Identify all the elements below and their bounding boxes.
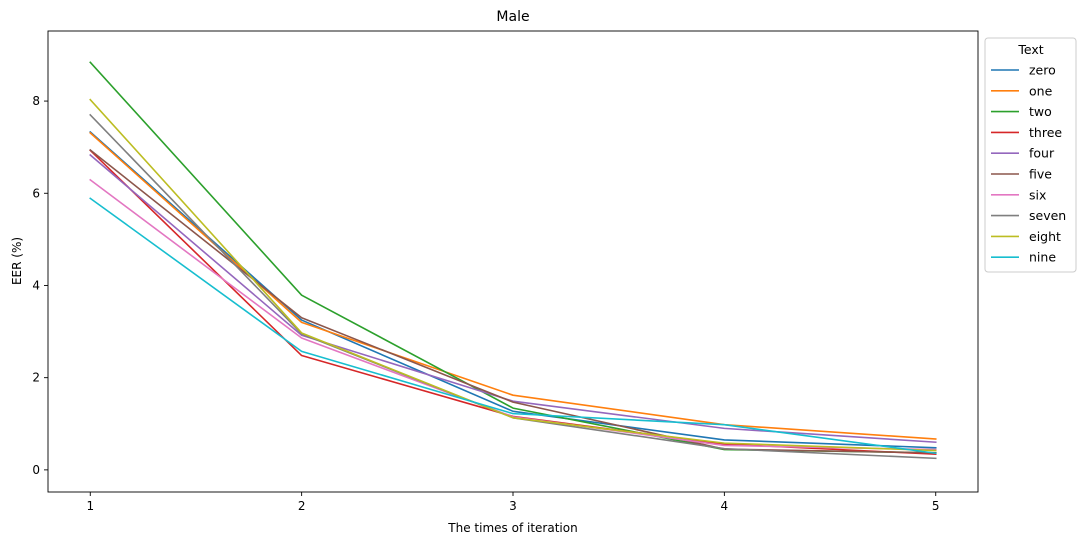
legend-title: Text: [1017, 42, 1043, 57]
chart-title: Male: [496, 9, 529, 25]
series-line-one: [89, 131, 937, 440]
y-axis-label: EER (%): [10, 237, 24, 285]
plot-area: [47, 30, 979, 493]
legend-label-zero: zero: [1029, 63, 1056, 78]
x-tick-label: 2: [298, 499, 306, 513]
y-tick-label: 8: [32, 94, 40, 108]
legend-frame: [984, 37, 1077, 273]
plot-frame: [47, 30, 979, 493]
legend-label-six: six: [1029, 187, 1046, 202]
series-line-four: [89, 153, 937, 444]
y-tick-label: 0: [32, 463, 40, 477]
x-axis: 1 2 3 4 5: [86, 492, 940, 513]
legend-label-two: two: [1029, 104, 1052, 119]
legend-label-five: five: [1029, 167, 1052, 182]
legend-label-nine: nine: [1029, 250, 1056, 265]
legend-label-eight: eight: [1029, 229, 1061, 244]
series-line-six: [89, 178, 937, 451]
legend-label-four: four: [1029, 146, 1055, 161]
series-line-two: [89, 61, 937, 454]
x-tick-label: 1: [86, 499, 94, 513]
series-line-zero: [89, 130, 937, 449]
legend-label-seven: seven: [1029, 208, 1066, 223]
series-line-eight: [89, 98, 937, 452]
x-tick-label: 3: [509, 499, 517, 513]
x-tick-label: 4: [721, 499, 729, 513]
x-axis-label: The times of iteration: [447, 521, 577, 535]
y-tick-label: 2: [32, 371, 40, 385]
legend: Text zero one two three four five six seven eigh…: [984, 37, 1077, 273]
y-tick-label: 4: [32, 278, 40, 292]
x-tick-label: 5: [932, 499, 940, 513]
series-line-seven: [89, 113, 937, 460]
legend-label-one: one: [1029, 83, 1053, 98]
legend-label-three: three: [1029, 125, 1062, 140]
y-axis: 0 2 4 6 8: [32, 94, 48, 477]
series-line-nine: [89, 197, 937, 455]
y-tick-label: 6: [32, 186, 40, 200]
